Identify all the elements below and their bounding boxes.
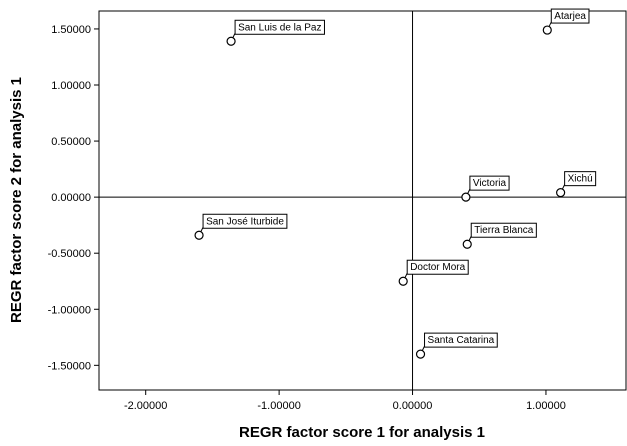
point-label-box (234, 19, 325, 35)
point-marker (461, 192, 471, 202)
point-label-box (550, 8, 590, 24)
point-label-box (564, 171, 597, 187)
point-label: San Luis de la Paz (238, 22, 321, 33)
y-tick-label: -1.00000 (48, 304, 91, 316)
x-axis-ticks: -2.00000 -1.00000 0.00000 1.00000 (124, 390, 566, 412)
point-label: Tierra Blanca (474, 225, 534, 236)
x-tick-label: -2.00000 (124, 400, 167, 412)
y-axis-title: REGR factor score 2 for analysis 1 (8, 77, 25, 323)
point-label: Xichú (568, 174, 593, 185)
point-marker (226, 36, 236, 46)
point-label: Victoria (473, 178, 507, 189)
y-tick-label: -1.50000 (48, 360, 91, 372)
y-tick-label: 0.50000 (51, 136, 91, 148)
y-tick-label: 1.00000 (51, 80, 91, 92)
x-tick-label: -1.00000 (257, 400, 300, 412)
y-tick-label: 0.00000 (51, 192, 91, 204)
point-marker (462, 239, 472, 249)
point-label: Santa Catarina (428, 335, 495, 346)
point-marker (415, 349, 426, 359)
data-point: San José Iturbide (194, 213, 288, 240)
plot-frame (98, 10, 627, 391)
point-marker (556, 188, 566, 198)
x-axis-title: REGR factor score 1 for analysis 1 (239, 424, 485, 441)
data-point: San Luis de la Paz (226, 19, 325, 46)
data-points: San Luis de la Paz Atarjea Victoria Xichú Sa… (194, 8, 597, 359)
point-marker (542, 25, 552, 35)
x-tick-label: 0.00000 (393, 400, 433, 412)
point-label-box (406, 259, 469, 275)
data-point: Xichú (556, 171, 597, 198)
x-tick-label: 1.00000 (526, 400, 566, 412)
data-point: Santa Catarina (415, 332, 498, 359)
point-label-box (470, 222, 537, 238)
point-marker (398, 276, 408, 286)
data-point: Atarjea (542, 8, 590, 35)
data-point: Victoria (461, 175, 510, 202)
data-point: Tierra Blanca (462, 222, 537, 249)
point-label: Atarjea (554, 11, 586, 22)
y-axis-ticks: 1.50000 1.00000 0.50000 0.00000 -0.50000 -1.0… (48, 24, 99, 372)
data-point: Doctor Mora (398, 259, 469, 286)
point-label: San José Iturbide (206, 216, 284, 227)
y-tick-label: 1.50000 (51, 24, 91, 36)
point-marker (194, 230, 204, 240)
point-label-box (202, 213, 288, 229)
point-label-box (424, 332, 498, 348)
point-label: Doctor Mora (410, 262, 465, 273)
point-label-box (469, 175, 510, 191)
y-tick-label: -0.50000 (48, 248, 91, 260)
